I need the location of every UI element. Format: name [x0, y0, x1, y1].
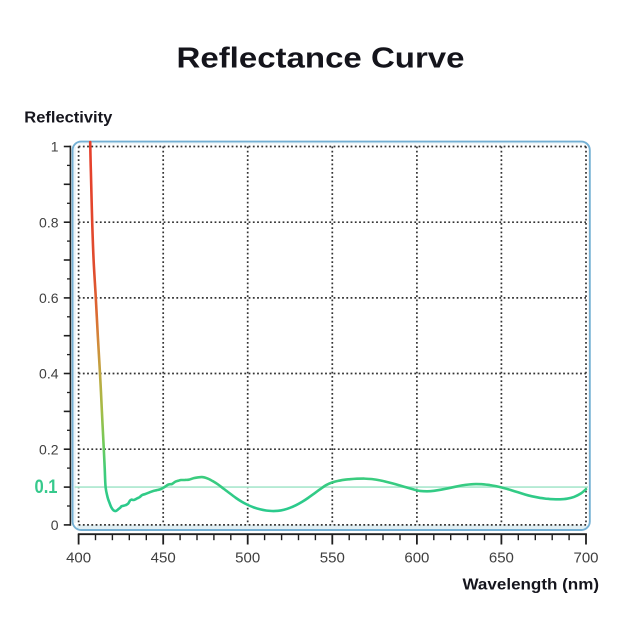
svg-text:0.4: 0.4	[39, 366, 59, 382]
svg-text:0: 0	[51, 517, 59, 533]
svg-text:450: 450	[151, 550, 176, 567]
svg-text:Wavelength (nm): Wavelength (nm)	[463, 577, 600, 594]
svg-text:1: 1	[51, 139, 59, 155]
svg-text:Reflectivity: Reflectivity	[24, 109, 112, 126]
svg-text:0.2: 0.2	[39, 441, 59, 457]
svg-text:700: 700	[573, 550, 598, 567]
svg-text:500: 500	[235, 550, 260, 567]
svg-text:0.6: 0.6	[39, 290, 59, 306]
svg-text:0.8: 0.8	[39, 214, 59, 230]
svg-text:600: 600	[404, 550, 429, 567]
svg-text:650: 650	[489, 550, 514, 567]
svg-text:0.1: 0.1	[35, 476, 58, 498]
svg-text:Reflectance Curve: Reflectance Curve	[177, 43, 465, 75]
svg-text:400: 400	[66, 550, 91, 567]
svg-text:550: 550	[320, 550, 345, 567]
